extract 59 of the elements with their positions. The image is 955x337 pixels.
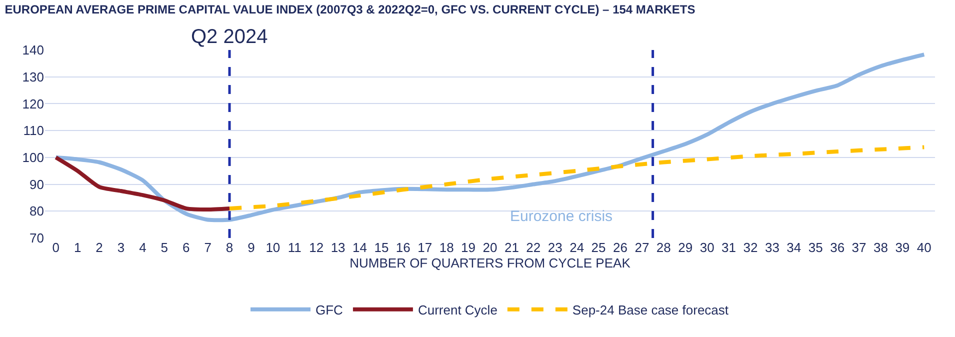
x-tick-label: 19 [461, 240, 476, 255]
legend-label: GFC [316, 302, 343, 318]
x-tick-label: 23 [548, 240, 562, 255]
x-tick-label: 17 [418, 240, 432, 255]
x-tick-label: 31 [722, 240, 736, 255]
annotation: Eurozone crisis [510, 208, 613, 225]
x-tick-label: 16 [396, 240, 410, 255]
x-tick-label: 39 [895, 240, 910, 255]
x-tick-label: 18 [439, 240, 454, 255]
x-tick-label: 26 [613, 240, 628, 255]
x-tick-label: 40 [916, 240, 932, 255]
y-tick-label: 130 [22, 69, 44, 84]
x-tick-label: 28 [656, 240, 671, 255]
x-axis-title: NUMBER OF QUARTERS FROM CYCLE PEAK [350, 256, 631, 271]
x-tick-label: 34 [786, 240, 802, 255]
y-tick-label: 100 [22, 150, 44, 165]
line-series [54, 155, 232, 212]
x-tick-label: 21 [504, 240, 519, 255]
x-tick-label: 20 [482, 240, 498, 255]
x-tick-label: 32 [743, 240, 758, 255]
x-tick-label: 1 [74, 240, 82, 255]
y-tick-label: 140 [22, 42, 44, 58]
line-series [54, 52, 926, 222]
x-tick-label: 14 [352, 240, 367, 255]
x-tick-label: 25 [591, 240, 606, 255]
x-tick-label: 37 [852, 240, 866, 255]
line-series [228, 145, 926, 210]
chart-title: EUROPEAN AVERAGE PRIME CAPITAL VALUE INDEX (2007Q3 & 2022Q2=0, GFC VS. CURRENT CYCLE) – 154 MARKETS [4, 2, 696, 16]
x-tick-label: 30 [700, 240, 714, 255]
x-tick-label: 29 [678, 240, 693, 255]
x-tick-label: 33 [764, 240, 780, 255]
x-tick-label: 27 [634, 240, 650, 255]
x-tick-label: 36 [830, 240, 845, 255]
x-tick-label: 0 [52, 240, 60, 255]
y-tick-label: 110 [23, 123, 44, 138]
x-tick-label: 12 [309, 240, 324, 255]
x-tick-label: 38 [873, 240, 888, 255]
x-tick-label: 2 [96, 240, 103, 255]
x-tick-label: 13 [330, 240, 346, 255]
ref-line-label: Q2 2024 [191, 26, 268, 48]
legend-label: Current Cycle [418, 302, 498, 318]
x-tick-label: 7 [204, 240, 212, 255]
x-tick-label: 24 [570, 240, 584, 255]
x-tick-label: 22 [526, 240, 541, 255]
x-tick-label: 8 [226, 240, 234, 255]
x-tick-label: 11 [288, 240, 302, 255]
x-tick-label: 9 [248, 240, 255, 255]
y-tick-label: 120 [22, 96, 44, 112]
x-tick-label: 5 [160, 240, 168, 255]
y-tick-label: 70 [30, 230, 44, 246]
x-tick-label: 15 [374, 240, 389, 255]
legend-label: Sep-24 Base case forecast [572, 302, 729, 318]
x-tick-label: 6 [182, 240, 190, 255]
x-tick-label: 3 [117, 240, 125, 255]
x-tick-label: 35 [808, 240, 823, 255]
y-tick-label: 80 [30, 204, 44, 219]
y-tick-label: 90 [30, 176, 44, 192]
x-tick-label: 10 [266, 240, 280, 255]
x-tick-label: 4 [139, 240, 146, 255]
